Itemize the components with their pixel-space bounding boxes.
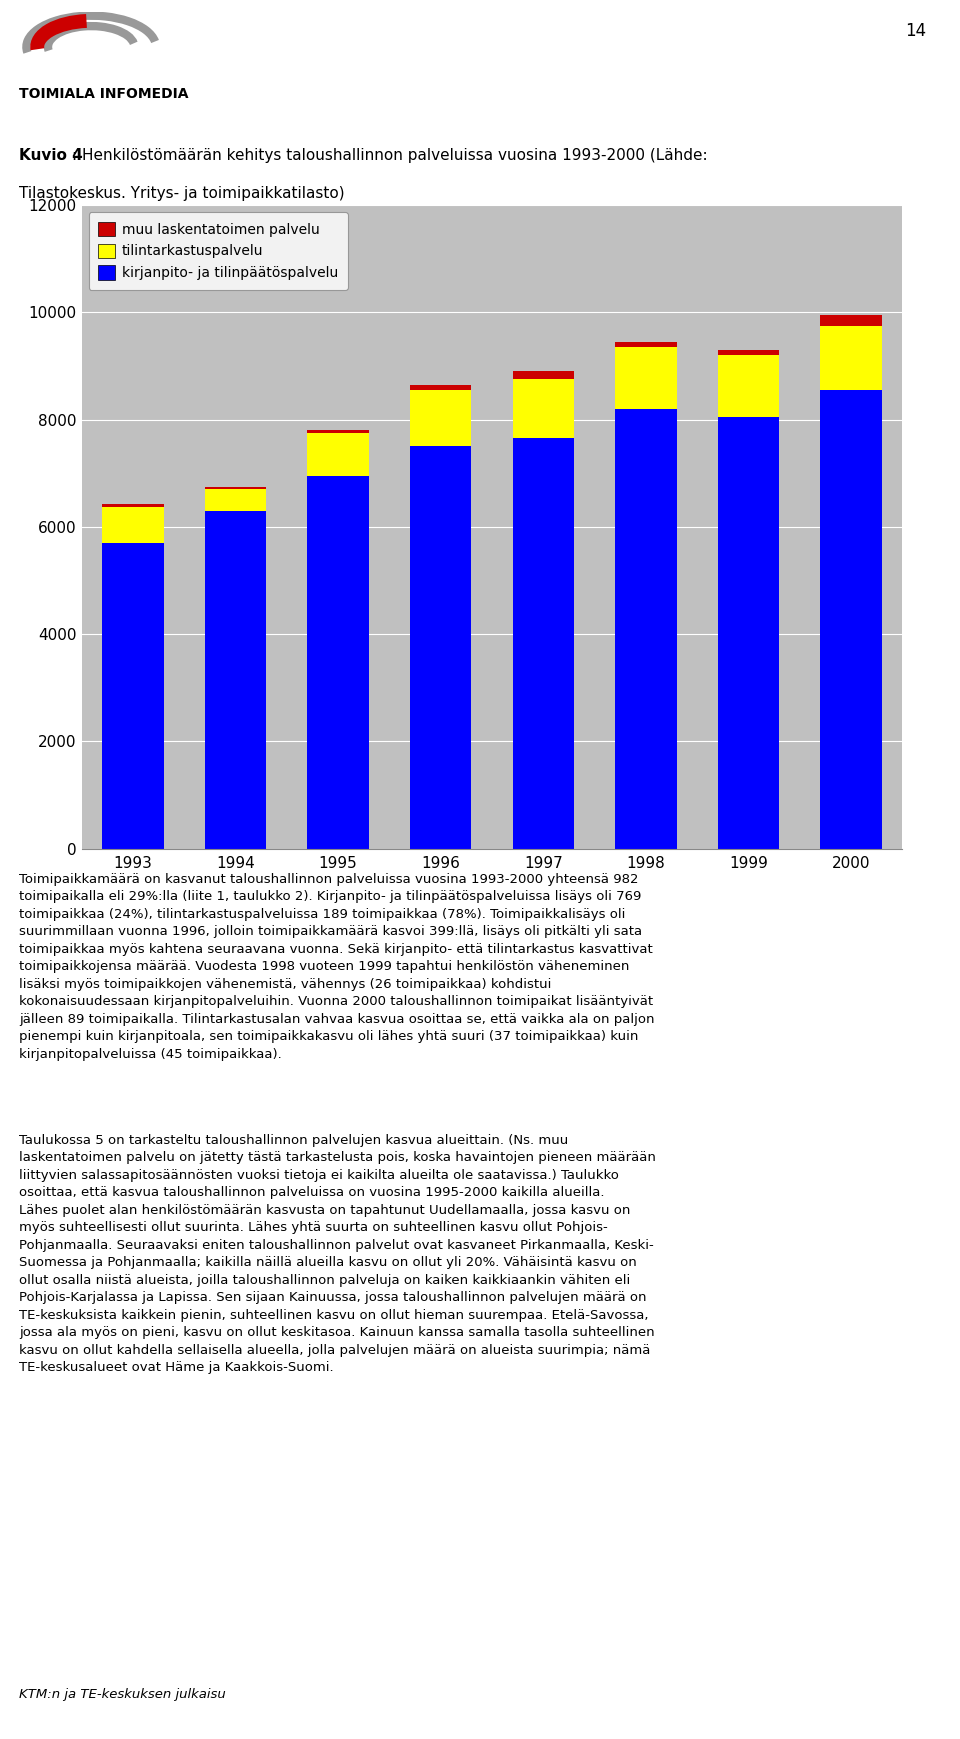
Text: Kuvio 4: Kuvio 4 xyxy=(19,148,83,163)
Text: TOIMIALA INFOMEDIA: TOIMIALA INFOMEDIA xyxy=(19,87,189,101)
Bar xyxy=(820,315,882,325)
Bar xyxy=(718,417,780,849)
Text: 14: 14 xyxy=(905,21,926,40)
Text: Toimipaikkamäärä on kasvanut taloushallinnon palveluissa vuosina 1993-2000 yhtee: Toimipaikkamäärä on kasvanut taloushalli… xyxy=(19,873,655,1061)
Bar xyxy=(102,504,163,506)
Bar xyxy=(307,476,369,849)
Text: Tilastokeskus. Yritys- ja toimipaikkatilasto): Tilastokeskus. Yritys- ja toimipaikkatil… xyxy=(19,186,345,202)
Bar xyxy=(820,325,882,390)
Bar xyxy=(102,506,163,543)
Text: Taulukossa 5 on tarkasteltu taloushallinnon palvelujen kasvua alueittain. (Ns. m: Taulukossa 5 on tarkasteltu taloushallin… xyxy=(19,1134,656,1374)
Bar xyxy=(513,372,574,379)
Bar xyxy=(204,511,266,849)
Bar xyxy=(204,487,266,489)
Bar xyxy=(102,543,163,849)
Bar xyxy=(820,390,882,849)
Bar xyxy=(718,355,780,417)
Bar xyxy=(513,379,574,438)
Bar xyxy=(615,409,677,849)
Bar xyxy=(615,348,677,409)
Bar xyxy=(307,430,369,433)
Bar xyxy=(307,433,369,476)
Text: KTM:n ja TE-keskuksen julkaisu: KTM:n ja TE-keskuksen julkaisu xyxy=(19,1689,226,1701)
Bar xyxy=(204,489,266,511)
Bar xyxy=(410,447,471,849)
Bar xyxy=(410,384,471,390)
Bar xyxy=(718,350,780,355)
Bar xyxy=(615,343,677,348)
Text: : Henkilöstömäärän kehitys taloushallinnon palveluissa vuosina 1993-2000 (Lähde:: : Henkilöstömäärän kehitys taloushallinn… xyxy=(72,148,708,163)
Legend: muu laskentatoimen palvelu, tilintarkastuspalvelu, kirjanpito- ja tilinpäätöspal: muu laskentatoimen palvelu, tilintarkast… xyxy=(88,212,348,290)
Bar xyxy=(513,438,574,849)
Bar xyxy=(410,390,471,447)
